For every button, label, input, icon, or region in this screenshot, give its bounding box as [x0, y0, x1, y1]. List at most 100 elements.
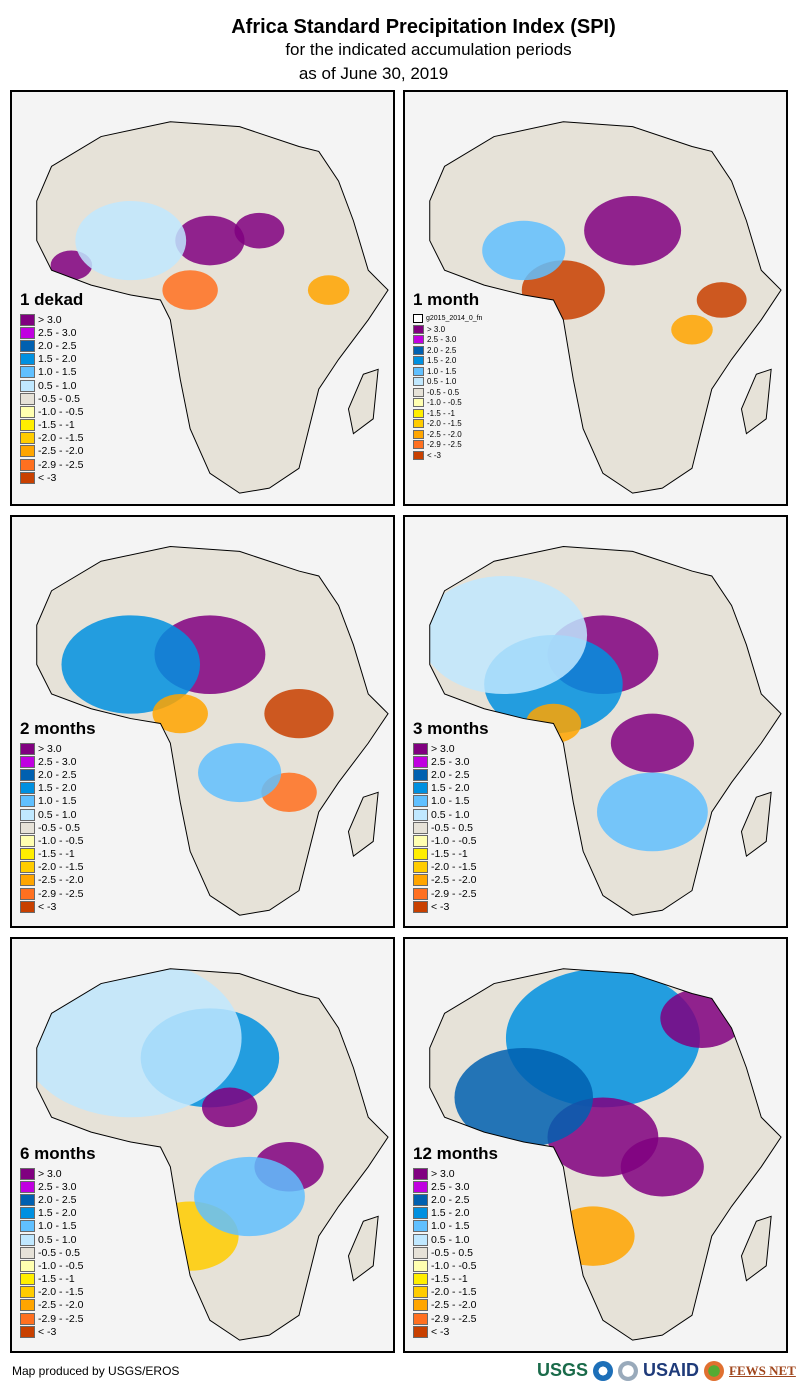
coastline	[429, 968, 782, 1341]
legend-item: 0.5 - 1.0	[413, 377, 482, 388]
legend-item: -2.9 - -2.5	[20, 1312, 96, 1325]
legend-item: -1.5 - -1	[20, 848, 96, 861]
legend-label: -0.5 - 0.5	[431, 1246, 474, 1259]
legend-item: 1.5 - 2.0	[20, 1207, 96, 1220]
legend-label: 0.5 - 1.0	[38, 1233, 77, 1246]
legend-swatch	[413, 795, 428, 808]
legend-swatch	[20, 366, 35, 379]
panel-title: 12 months	[413, 1144, 499, 1163]
figure-subtitle: for the indicated accumulation periods	[285, 40, 572, 59]
legend-label: -2.0 - -1.5	[38, 1286, 84, 1299]
legend-label: 1.0 - 1.5	[431, 795, 470, 808]
panel-title: 3 months	[413, 719, 489, 738]
spi-anomaly-region	[671, 314, 713, 345]
legend-item: 1.0 - 1.5	[20, 1220, 96, 1233]
legend-item: < -3	[20, 900, 96, 913]
legend-item: > 3.0	[413, 1167, 498, 1180]
legend-item: 2.5 - 3.0	[413, 755, 489, 768]
spi-anomaly-region	[194, 1156, 305, 1237]
legend-swatch	[20, 742, 35, 755]
legend-label: < -3	[38, 900, 57, 913]
spi-anomaly-region	[482, 220, 566, 281]
legend-item: -1.0 - -0.5	[20, 834, 96, 847]
legend-swatch	[413, 387, 424, 397]
legend-swatch	[413, 1312, 428, 1325]
legend-swatch	[20, 795, 35, 808]
legend-swatch	[20, 339, 35, 352]
legend-label: -0.5 - 0.5	[38, 1246, 81, 1259]
fews-globe-icon	[704, 1360, 725, 1381]
legend-swatch	[413, 900, 428, 913]
legend-swatch	[413, 1207, 428, 1220]
legend-label: -2.5 - -2.0	[431, 874, 477, 887]
legend-item: -1.0 - -0.5	[20, 1259, 96, 1272]
legend-swatch	[20, 1273, 35, 1286]
legend-swatch	[20, 848, 35, 861]
legend-swatch	[413, 345, 424, 355]
legend-item: -1.0 - -0.5	[413, 834, 489, 847]
map-panel-2-months: 2 months > 3.0 2.5 - 3.0 2.0 - 2.5 1.5 - 2.0…	[10, 515, 395, 928]
legend-label: 0.5 - 1.0	[427, 377, 457, 387]
legend-swatch	[413, 429, 424, 439]
spi-anomaly-region	[620, 1137, 704, 1197]
legend-label: -0.5 - 0.5	[38, 392, 81, 405]
legend-swatch	[413, 377, 424, 387]
legend-label: -1.5 - -1	[38, 1273, 75, 1286]
legend-swatch	[20, 834, 35, 847]
legend-label: -1.0 - -0.5	[427, 398, 462, 408]
legend-item: -1.0 - -0.5	[413, 1259, 498, 1272]
coastline	[36, 968, 389, 1341]
legend-label: -2.9 - -2.5	[38, 1312, 84, 1325]
legend-item: 2.5 - 3.0	[20, 1180, 96, 1193]
legend-swatch	[20, 861, 35, 874]
legend-item: -1.5 - -1	[20, 1273, 96, 1286]
legend-item: 2.0 - 2.5	[413, 1193, 498, 1206]
legend-swatch	[413, 1193, 428, 1206]
legend-item: 2.5 - 3.0	[413, 335, 482, 346]
usgs-logo: USGS	[537, 1360, 589, 1380]
legend-item: 1.5 - 2.0	[413, 1207, 498, 1220]
legend-label: -1.0 - -0.5	[431, 1259, 477, 1272]
spi-anomaly-region	[596, 772, 708, 852]
legend-item: 1.0 - 1.5	[20, 366, 84, 379]
legend-item: -0.5 - 0.5	[413, 821, 489, 834]
legend-swatch	[413, 821, 428, 834]
legend-label: 2.0 - 2.5	[431, 1193, 470, 1206]
legend-label: < -3	[427, 450, 442, 460]
map-panel-12-months: 12 months > 3.0 2.5 - 3.0 2.0 - 2.5 1.5 - 2.…	[403, 937, 788, 1353]
legend-item: -2.0 - -1.5	[413, 861, 489, 874]
legend-swatch	[20, 392, 35, 405]
legend-item: 1.0 - 1.5	[413, 1220, 498, 1233]
spi-anomaly-region	[36, 968, 242, 1118]
legend-item: -2.9 - -2.5	[20, 458, 84, 471]
spi-anomaly-region	[610, 713, 694, 773]
land-area	[429, 121, 782, 494]
panel-title: 1 dekad	[20, 290, 84, 309]
legend-item: -0.5 - 0.5	[20, 1246, 96, 1259]
legend-swatch	[413, 1246, 428, 1259]
spi-anomaly-region	[307, 275, 350, 305]
legend-swatch	[20, 755, 35, 768]
legend-label: -2.0 - -1.5	[38, 861, 84, 874]
legend-label: g2015_2014_0_fn	[426, 315, 483, 322]
legend-swatch	[413, 742, 428, 755]
legend-label: < -3	[38, 1325, 57, 1338]
legend-swatch	[413, 874, 428, 887]
spi-anomaly-region	[234, 212, 285, 249]
legend-swatch	[20, 419, 35, 432]
legend-label: -2.0 - -1.5	[427, 419, 462, 429]
legend-item: < -3	[20, 471, 84, 484]
legend: 6 months > 3.0 2.5 - 3.0 2.0 - 2.5 1.5 - 2.0…	[20, 1144, 96, 1338]
legend-item: -2.9 - -2.5	[413, 440, 482, 451]
africa-map	[429, 545, 782, 916]
spi-anomaly-region	[175, 215, 245, 266]
legend-item: 1.0 - 1.5	[413, 366, 482, 377]
legend-swatch	[413, 755, 428, 768]
legend-label: -2.9 - -2.5	[38, 887, 84, 900]
legend-swatch	[413, 419, 424, 429]
panel-title: 1 month	[413, 290, 480, 309]
spi-anomaly-region	[152, 693, 208, 734]
legend: 1 dekad > 3.0 2.5 - 3.0 2.0 - 2.5 1.5 - 2.0 1…	[20, 290, 84, 484]
spi-anomaly-region	[429, 575, 588, 694]
legend-label: -2.0 - -1.5	[431, 861, 477, 874]
